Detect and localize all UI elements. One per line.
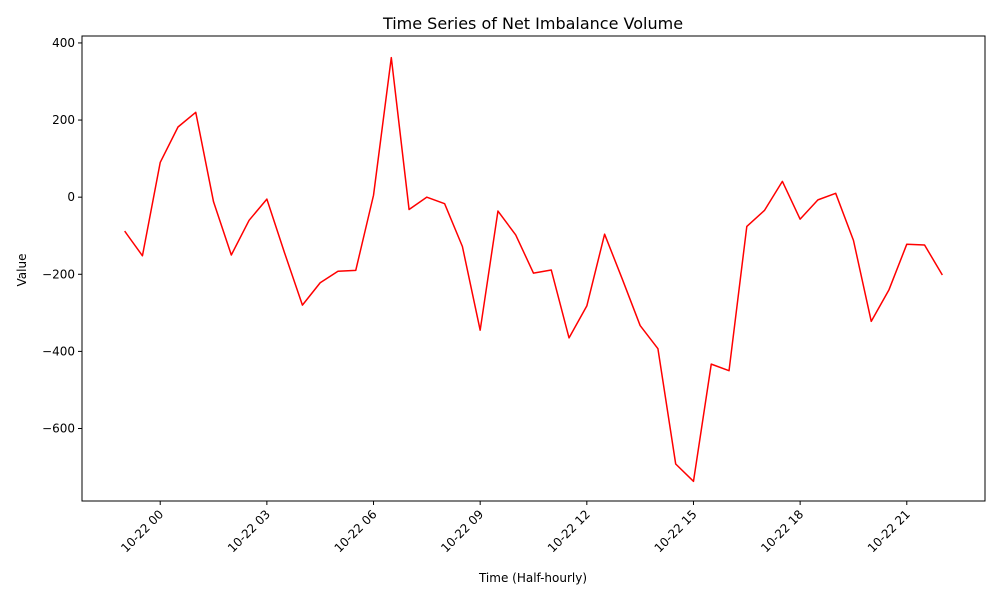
x-tick-label: 10-22 18 bbox=[758, 507, 806, 555]
x-tick-label: 10-22 00 bbox=[118, 507, 166, 555]
x-axis: 10-22 00 10-22 03 10-22 06 10-22 09 10-22 12… bbox=[118, 501, 913, 555]
x-tick-label: 10-22 03 bbox=[225, 507, 273, 555]
x-tick-label: 10-22 21 bbox=[865, 507, 913, 555]
x-tick-label: 10-22 06 bbox=[332, 507, 380, 555]
x-tick-label: 10-22 15 bbox=[652, 507, 700, 555]
y-tick-label: −400 bbox=[42, 344, 75, 358]
y-tick-label: 0 bbox=[67, 190, 75, 204]
x-tick-label: 10-22 09 bbox=[438, 507, 486, 555]
x-tick-label: 10-22 12 bbox=[545, 507, 593, 555]
x-axis-label: Time (Half-hourly) bbox=[478, 571, 587, 585]
y-tick-label: −600 bbox=[42, 422, 75, 436]
y-axis-label: Value bbox=[15, 254, 29, 287]
series-line-0 bbox=[124, 56, 943, 483]
chart-title: Time Series of Net Imbalance Volume bbox=[382, 14, 683, 33]
plot-frame bbox=[81, 35, 986, 502]
y-tick-label: 400 bbox=[52, 36, 75, 50]
plot-area bbox=[81, 35, 986, 502]
y-axis: 400 200 0 −200 −400 −600 bbox=[42, 36, 82, 436]
y-tick-label: −200 bbox=[42, 267, 75, 281]
y-tick-label: 200 bbox=[52, 113, 75, 127]
